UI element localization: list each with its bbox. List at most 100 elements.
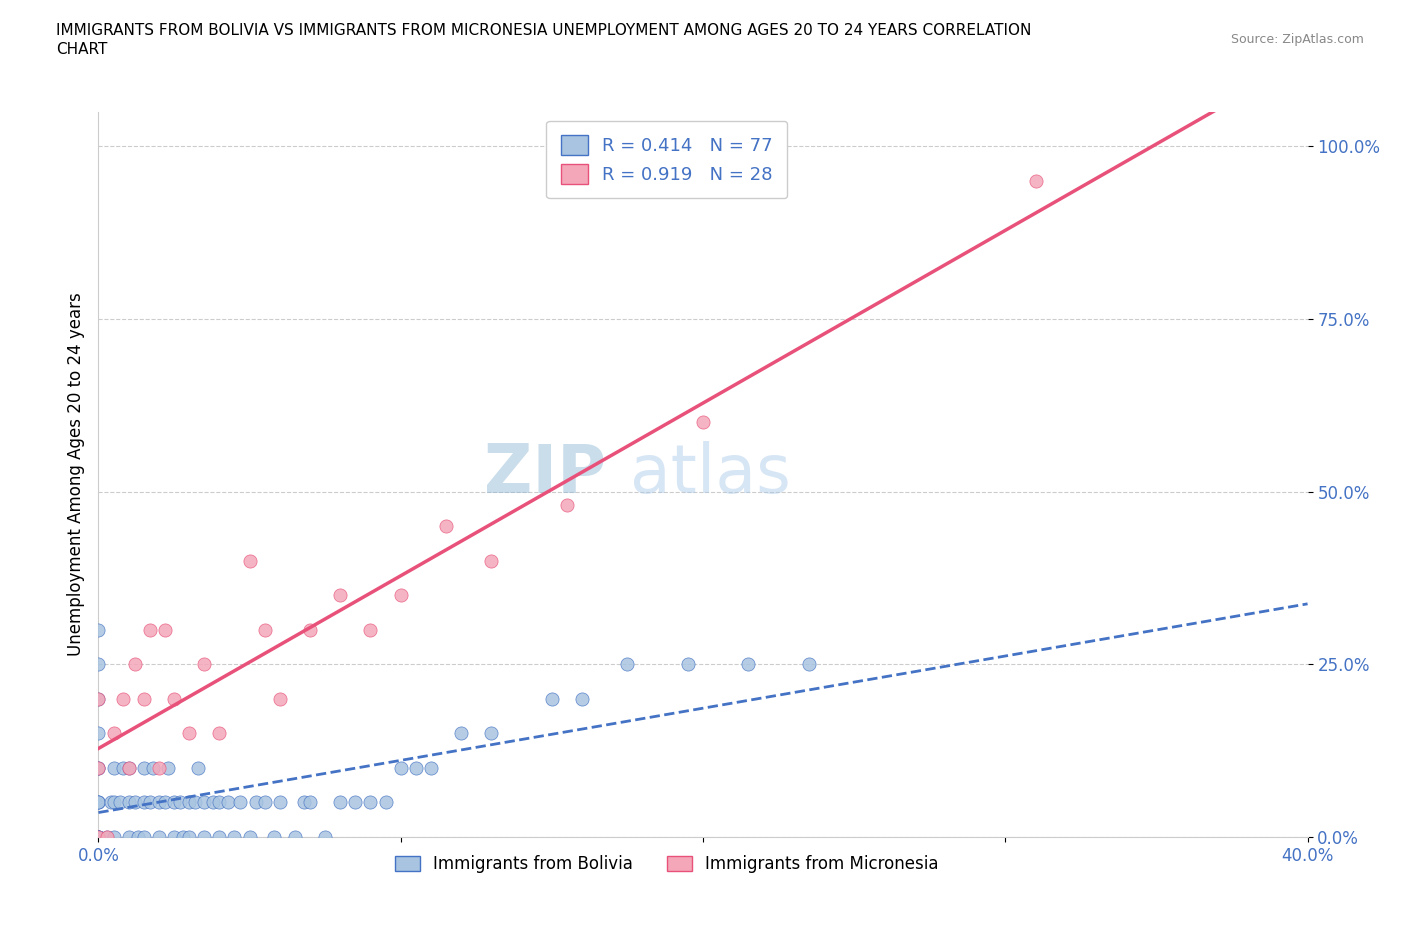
- Point: [153, 622, 176, 637]
- Point: [124, 657, 146, 671]
- Point: [124, 795, 146, 810]
- Point: [187, 761, 209, 776]
- Point: [87, 691, 110, 706]
- Point: [118, 761, 141, 776]
- Point: [132, 761, 155, 776]
- Point: [314, 830, 336, 844]
- Point: [208, 795, 231, 810]
- Point: [269, 691, 291, 706]
- Point: [344, 795, 367, 810]
- Point: [148, 795, 170, 810]
- Point: [169, 795, 191, 810]
- Point: [103, 726, 125, 741]
- Point: [360, 795, 382, 810]
- Point: [148, 761, 170, 776]
- Point: [103, 795, 125, 810]
- Point: [111, 761, 134, 776]
- Text: ZIP: ZIP: [484, 442, 606, 507]
- Point: [737, 657, 759, 671]
- Point: [87, 795, 110, 810]
- Point: [253, 795, 276, 810]
- Point: [87, 622, 110, 637]
- Point: [87, 830, 110, 844]
- Point: [692, 415, 714, 430]
- Point: [127, 830, 149, 844]
- Point: [163, 830, 186, 844]
- Point: [217, 795, 239, 810]
- Point: [450, 726, 472, 741]
- Point: [87, 830, 110, 844]
- Point: [172, 830, 194, 844]
- Point: [1024, 173, 1046, 188]
- Point: [253, 622, 276, 637]
- Text: atlas: atlas: [630, 442, 792, 507]
- Point: [132, 830, 155, 844]
- Text: IMMIGRANTS FROM BOLIVIA VS IMMIGRANTS FROM MICRONESIA UNEMPLOYMENT AMONG AGES 20: IMMIGRANTS FROM BOLIVIA VS IMMIGRANTS FR…: [56, 23, 1032, 38]
- Point: [96, 830, 118, 844]
- Point: [156, 761, 179, 776]
- Y-axis label: Unemployment Among Ages 20 to 24 years: Unemployment Among Ages 20 to 24 years: [66, 292, 84, 657]
- Point: [163, 691, 186, 706]
- Point: [103, 830, 125, 844]
- Point: [405, 761, 427, 776]
- Point: [481, 553, 503, 568]
- Point: [87, 761, 110, 776]
- Point: [139, 795, 162, 810]
- Point: [299, 622, 322, 637]
- Point: [179, 726, 201, 741]
- Point: [132, 691, 155, 706]
- Point: [87, 691, 110, 706]
- Point: [389, 761, 412, 776]
- Point: [87, 795, 110, 810]
- Point: [163, 795, 186, 810]
- Point: [142, 761, 165, 776]
- Point: [374, 795, 396, 810]
- Point: [797, 657, 820, 671]
- Point: [269, 795, 291, 810]
- Point: [132, 795, 155, 810]
- Point: [555, 498, 578, 512]
- Point: [540, 691, 562, 706]
- Point: [284, 830, 307, 844]
- Point: [87, 830, 110, 844]
- Point: [87, 830, 110, 844]
- Point: [229, 795, 252, 810]
- Point: [111, 691, 134, 706]
- Point: [329, 795, 352, 810]
- Point: [139, 622, 162, 637]
- Point: [239, 553, 262, 568]
- Text: CHART: CHART: [56, 42, 108, 57]
- Point: [87, 830, 110, 844]
- Point: [481, 726, 503, 741]
- Point: [184, 795, 207, 810]
- Point: [329, 588, 352, 603]
- Point: [263, 830, 285, 844]
- Point: [434, 519, 457, 534]
- Point: [108, 795, 131, 810]
- Point: [245, 795, 267, 810]
- Point: [389, 588, 412, 603]
- Point: [87, 726, 110, 741]
- Point: [179, 795, 201, 810]
- Point: [87, 830, 110, 844]
- Point: [193, 657, 215, 671]
- Point: [239, 830, 262, 844]
- Point: [420, 761, 443, 776]
- Point: [118, 830, 141, 844]
- Point: [193, 795, 215, 810]
- Text: Source: ZipAtlas.com: Source: ZipAtlas.com: [1230, 33, 1364, 46]
- Point: [616, 657, 638, 671]
- Point: [208, 726, 231, 741]
- Point: [299, 795, 322, 810]
- Point: [193, 830, 215, 844]
- Point: [103, 761, 125, 776]
- Point: [571, 691, 593, 706]
- Point: [148, 830, 170, 844]
- Point: [118, 761, 141, 776]
- Point: [208, 830, 231, 844]
- Point: [87, 657, 110, 671]
- Point: [202, 795, 225, 810]
- Point: [224, 830, 246, 844]
- Legend: Immigrants from Bolivia, Immigrants from Micronesia: Immigrants from Bolivia, Immigrants from…: [388, 848, 945, 880]
- Point: [96, 830, 118, 844]
